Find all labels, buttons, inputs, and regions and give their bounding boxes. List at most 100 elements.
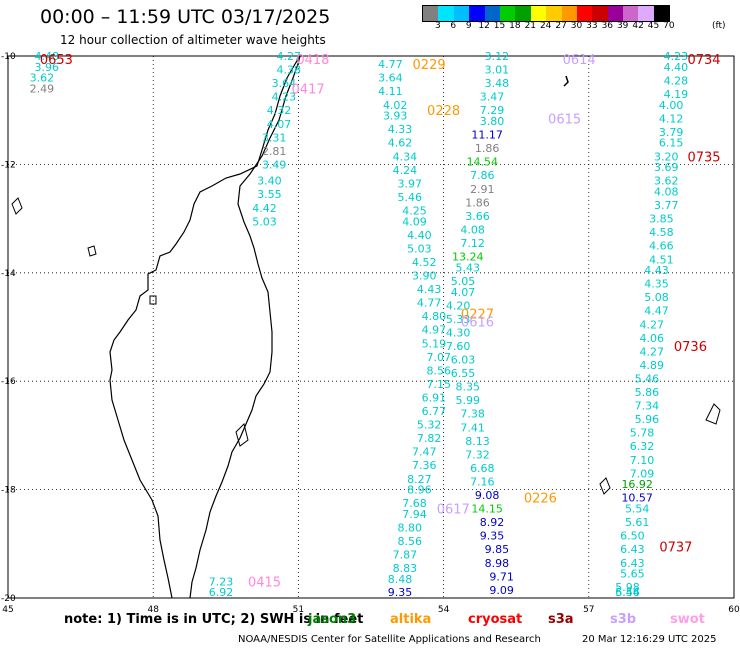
wave-height-value: 7.15 bbox=[427, 378, 452, 391]
pass-time-labels: 0653 0418 0417 0229 0228 0614 0615 0734 0735 0227… bbox=[40, 53, 721, 591]
wave-height-value: 3.01 bbox=[485, 64, 510, 77]
colorbar-swatch bbox=[530, 6, 547, 21]
wave-height-value: 3.40 bbox=[257, 175, 282, 188]
wave-height-value: 7.60 bbox=[446, 340, 471, 353]
wave-height-value: 13.24 bbox=[452, 251, 484, 264]
latitude-label: -12 bbox=[1, 160, 16, 170]
wave-height-value: 4.40 bbox=[407, 229, 432, 242]
wave-height-value: 4.48 bbox=[34, 50, 59, 63]
wave-height-value: 6.15 bbox=[659, 137, 684, 150]
colorbar-swatch bbox=[638, 6, 654, 21]
pass-time-label: 0615 bbox=[548, 112, 581, 127]
wave-height-value: 8.83 bbox=[393, 562, 418, 575]
wave-height-value: 7.82 bbox=[417, 432, 442, 445]
wave-height-value: 4.58 bbox=[649, 226, 674, 239]
wave-height-value: 10.57 bbox=[621, 492, 653, 505]
small-island-7 bbox=[235, 423, 249, 447]
wave-height-value: 3.62 bbox=[654, 175, 679, 188]
wave-height-map: 45 48 51 54 57 60 -10 -12 -14 -16 -18 -20 4.483.96… bbox=[1, 50, 740, 612]
wave-height-value: 4.47 bbox=[644, 305, 669, 318]
wave-height-value: 4.35 bbox=[644, 278, 669, 291]
wave-height-value: 6.92 bbox=[209, 586, 234, 599]
wave-height-value: 2.49 bbox=[30, 83, 55, 96]
longitude-label: 60 bbox=[728, 605, 740, 612]
wave-height-value: 3.79 bbox=[659, 126, 684, 139]
colorbar-tick-label: 3 bbox=[435, 21, 441, 31]
wave-height-value: 6.55 bbox=[451, 367, 476, 380]
wave-height-value: 4.00 bbox=[659, 99, 684, 112]
wave-height-value: 3.80 bbox=[480, 115, 505, 128]
wave-height-value: 4.52 bbox=[412, 256, 437, 269]
colorbar bbox=[422, 5, 671, 22]
colorbar-tick-label: 42 bbox=[632, 21, 644, 31]
wave-height-value: 7.07 bbox=[427, 351, 452, 364]
wave-height-value: 7.23 bbox=[209, 576, 234, 589]
wave-height-value: 5.96 bbox=[635, 413, 660, 426]
colorbar-unit: (ft) bbox=[712, 21, 726, 31]
wave-height-value: 3.64 bbox=[378, 72, 403, 85]
wave-height-value: 3.20 bbox=[654, 150, 679, 163]
map-frame bbox=[7, 55, 735, 599]
longitude-label: 45 bbox=[2, 605, 13, 612]
wave-height-value: 4.19 bbox=[664, 88, 689, 101]
wave-height-value: 5.19 bbox=[422, 337, 447, 350]
wave-height-value: 8.56 bbox=[427, 364, 452, 377]
colorbar-swatch bbox=[561, 6, 577, 21]
wave-height-value: 4.07 bbox=[451, 286, 476, 299]
latitude-label: -20 bbox=[1, 594, 16, 604]
wave-height-value: 4.97 bbox=[422, 324, 447, 337]
wave-height-value: 5.43 bbox=[456, 261, 481, 274]
pass-time-label: 0734 bbox=[687, 53, 720, 68]
wave-height-value: 5.46 bbox=[397, 191, 422, 204]
wave-height-value: 2.91 bbox=[470, 183, 495, 196]
colorbar-swatch bbox=[515, 6, 531, 21]
colorbar-tick-label: 9 bbox=[465, 21, 472, 31]
wave-height-value: 6.68 bbox=[470, 462, 495, 475]
wave-height-value: 4.33 bbox=[388, 123, 413, 136]
wave-height-value: 4.12 bbox=[659, 112, 684, 125]
pass-time-label: 0229 bbox=[413, 58, 446, 73]
pass-time-label: 0417 bbox=[292, 83, 325, 98]
colorbar-swatch bbox=[499, 6, 516, 21]
wave-height-value: 7.16 bbox=[470, 475, 495, 488]
colorbar-tick-label: 45 bbox=[647, 21, 660, 31]
wave-height-value: 4.23 bbox=[272, 91, 297, 104]
colorbar-tick-label: 30 bbox=[570, 21, 583, 31]
latitude-label: -10 bbox=[1, 52, 16, 62]
wave-height-value: 4.28 bbox=[664, 74, 689, 87]
madagascar-coastline bbox=[11, 55, 721, 599]
latitude-labels: -10 -12 -14 -16 -18 -20 bbox=[1, 52, 16, 604]
wave-height-value: 5.46 bbox=[635, 372, 660, 385]
wave-height-value: 4.80 bbox=[422, 310, 447, 323]
wave-height-value: 4.08 bbox=[654, 186, 679, 199]
wave-height-value: 4.89 bbox=[639, 359, 664, 372]
colorbar-tick-label: 24 bbox=[539, 21, 552, 31]
wave-height-value: 4.25 bbox=[402, 204, 427, 217]
wave-height-value: 4.30 bbox=[446, 326, 471, 339]
wave-height-value: 8.35 bbox=[456, 381, 481, 394]
small-island-4 bbox=[563, 75, 569, 87]
wave-height-value: 3.47 bbox=[480, 91, 505, 104]
wave-height-value: 3.49 bbox=[262, 158, 287, 171]
wave-height-value: 4.23 bbox=[664, 50, 689, 63]
colorbar-swatch bbox=[623, 6, 639, 21]
wave-height-value: 3.97 bbox=[397, 177, 422, 190]
wave-height-value: 7.09 bbox=[630, 467, 655, 480]
legend-item-swot: swot bbox=[670, 612, 705, 627]
legend-item-altika: altika bbox=[390, 612, 432, 627]
map-title: 00:00 – 11:59 UTC 03/17/2025 bbox=[40, 6, 331, 28]
latitude-label: -14 bbox=[1, 269, 16, 279]
wave-height-value: 3.55 bbox=[257, 188, 282, 201]
wave-height-value: 8.56 bbox=[397, 535, 422, 548]
small-island-1 bbox=[11, 197, 23, 215]
wave-height-value: 6.43 bbox=[620, 543, 645, 556]
wave-height-value: 9.08 bbox=[475, 489, 500, 502]
wave-height-value: 5.05 bbox=[451, 275, 476, 288]
wave-height-value: 9.09 bbox=[489, 584, 514, 597]
colorbar-swatch bbox=[453, 6, 470, 21]
wave-height-value: 5.86 bbox=[635, 386, 660, 399]
track-left-group: 4.483.963.622.49 bbox=[30, 50, 59, 96]
track-0415-track: 7.236.92 bbox=[209, 576, 234, 599]
latitude-label: -16 bbox=[1, 377, 16, 387]
wave-height-value: 8.27 bbox=[407, 473, 432, 486]
